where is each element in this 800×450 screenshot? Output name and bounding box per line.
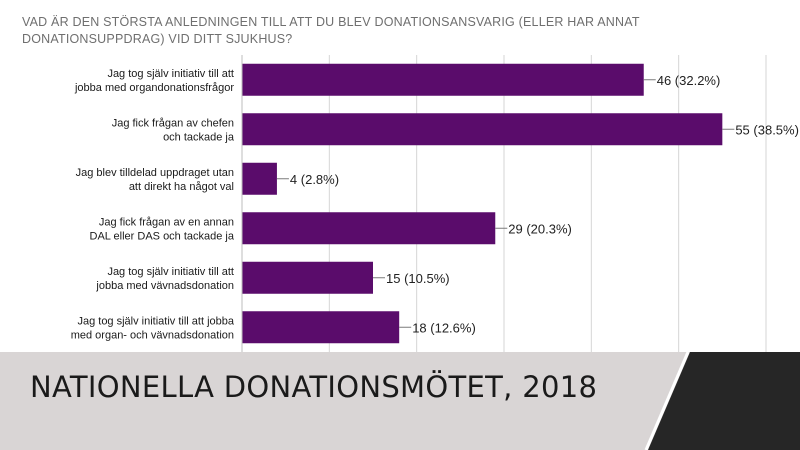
data-labels: 46 (32.2%) 55 (38.5%) 4 (2.8%) 29 (20.3%) 15… xyxy=(276,73,799,335)
bar xyxy=(242,261,373,294)
data-label: 55 (38.5%) xyxy=(735,122,799,137)
category-labels: Jag tog själv initiativ till att jobba me… xyxy=(71,68,235,342)
data-label: 29 (20.3%) xyxy=(508,221,572,236)
bar xyxy=(242,311,400,344)
chart-question-title: VAD ÄR DEN STÖRSTA ANLEDNINGEN TILL ATT … xyxy=(22,15,640,46)
category-label: Jag blev tilldelad uppdraget utan att dir… xyxy=(76,167,234,193)
bars xyxy=(242,63,723,344)
category-label-line: Jag tog själv initiativ till att xyxy=(107,68,234,80)
bar-chart: Jag tog själv initiativ till att jobba me… xyxy=(71,55,799,352)
bar xyxy=(242,113,723,146)
category-label-line: att direkt ha något val xyxy=(129,181,234,193)
category-label-line: jobba med vävnadsdonation xyxy=(95,280,234,292)
bar xyxy=(242,162,277,195)
category-label-line: Jag fick frågan av chefen xyxy=(112,117,234,129)
category-label-line: Jag tog själv initiativ till att jobba xyxy=(77,315,234,327)
category-label: Jag fick frågan av en annan DAL eller DAS… xyxy=(90,216,235,242)
category-label: Jag fick frågan av chefen och tackade ja xyxy=(112,117,235,143)
category-label-line: och tackade ja xyxy=(163,131,235,143)
category-label-line: Jag tog själv initiativ till att xyxy=(107,266,234,278)
bar xyxy=(242,63,644,96)
category-label: Jag tog själv initiativ till att jobba me… xyxy=(95,266,234,292)
data-label: 15 (10.5%) xyxy=(386,271,450,286)
data-label: 46 (32.2%) xyxy=(657,73,721,88)
category-label-line: med organ- och vävnadsdonation xyxy=(71,329,234,341)
category-label-line: Jag fick frågan av en annan xyxy=(99,216,234,228)
data-label: 4 (2.8%) xyxy=(290,172,339,187)
data-label: 18 (12.6%) xyxy=(412,320,476,335)
bar xyxy=(242,212,496,245)
category-label-line: Jag blev tilldelad uppdraget utan xyxy=(76,167,234,179)
category-label: Jag tog själv initiativ till att jobba me… xyxy=(74,68,234,94)
category-label: Jag tog själv initiativ till att jobba me… xyxy=(71,315,235,341)
category-label-line: DAL eller DAS och tackade ja xyxy=(90,230,235,242)
footer-title: NATIONELLA DONATIONSMÖTET, 2018 xyxy=(30,370,598,404)
category-label-line: jobba med organdonationsfrågor xyxy=(74,82,234,94)
gridlines xyxy=(328,55,767,352)
footer-dark-shape xyxy=(644,352,800,450)
